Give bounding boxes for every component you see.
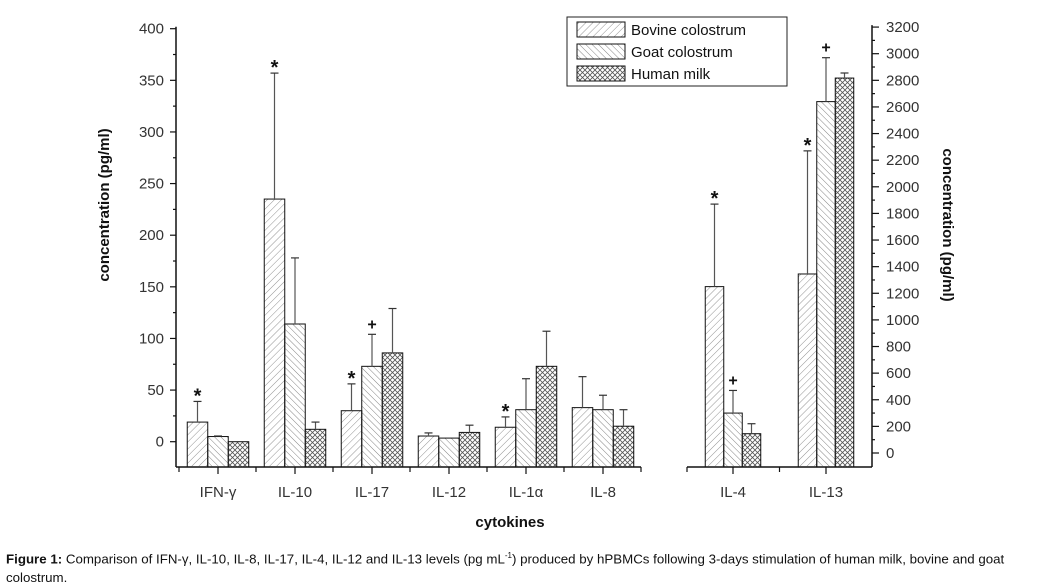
bar-goat-colostrum (723, 412, 743, 468)
right-y-tick-label: 3000 (886, 46, 919, 63)
caption-sup: -1 (504, 551, 512, 560)
category-label: IL-1α (509, 484, 544, 501)
right-y-tick-label: 600 (886, 365, 911, 382)
bar-bovine-colostrum (340, 410, 363, 468)
significance-asterisk: * (271, 57, 279, 79)
caption-label: Figure 1: (6, 551, 63, 567)
right-y-tick-label: 2400 (886, 126, 919, 143)
figure-caption: Figure 1: Comparison of IFN-γ, IL-10, IL… (6, 546, 1051, 587)
significance-asterisk: * (502, 401, 510, 423)
cytokine-bar-chart: 0 50 100 150 200 250 300 350 400 0 200 400 600 800 100… (96, 16, 956, 531)
bar-bovine-colostrum (797, 273, 818, 468)
bar-human-milk (612, 425, 635, 468)
left-y-tick-label: 50 (147, 382, 164, 399)
right-y-tick-label: 200 (886, 418, 911, 435)
significance-asterisk: * (711, 188, 719, 210)
left-y-tick-label: 200 (139, 227, 164, 244)
legend-swatch (576, 21, 626, 38)
right-y-tick-label: 2600 (886, 99, 919, 116)
right-y-tick-label: 0 (886, 445, 894, 462)
bar-goat-colostrum (515, 409, 537, 468)
left-y-tick-label: 400 (139, 21, 164, 38)
legend-label: Human milk (631, 66, 711, 83)
bar-goat-colostrum (592, 409, 614, 468)
right-y-axis-title: concentration (pg/ml) (939, 148, 956, 301)
right-y-tick-label: 1200 (886, 285, 919, 302)
right-y-tick-label: 1400 (886, 259, 919, 276)
right-y-tick-label: 3200 (886, 19, 919, 36)
right-y-tick-label: 1000 (886, 312, 919, 329)
bar-bovine-colostrum (263, 198, 286, 468)
significance-asterisk: * (348, 368, 356, 390)
bar-bovine-colostrum (186, 421, 209, 468)
bar-human-milk (834, 77, 855, 468)
significance-asterisk: * (194, 385, 202, 407)
bar-human-milk (227, 441, 250, 468)
left-y-tick-label: 150 (139, 279, 164, 296)
bar-human-milk (741, 433, 762, 468)
bar-goat-colostrum (816, 101, 836, 468)
right-y-tick-label: 2000 (886, 179, 919, 196)
caption-text-2: ) produced by hPBMCs following 3-days st… (6, 551, 1005, 586)
category-label: IL-8 (590, 484, 616, 501)
legend: Bovine colostrum Goat colostrum Human milk (566, 16, 788, 87)
category-label: IL-10 (278, 484, 312, 501)
category-label: IL-12 (432, 484, 466, 501)
caption-text: Comparison of IFN-γ, IL-10, IL-8, IL-17,… (62, 551, 505, 567)
bar-human-milk (535, 365, 558, 468)
right-y-tick-label: 400 (886, 392, 911, 409)
left-y-tick-label: 0 (156, 434, 164, 451)
left-y-tick-label: 300 (139, 124, 164, 141)
right-y-tick-label: 1600 (886, 232, 919, 249)
bar-bovine-colostrum (494, 426, 517, 468)
significance-asterisk: * (804, 135, 812, 157)
bar-human-milk (304, 428, 327, 468)
legend-swatch (576, 43, 626, 60)
legend-label: Bovine colostrum (631, 22, 746, 39)
right-y-tick-label: 2200 (886, 152, 919, 169)
legend-swatch (576, 65, 626, 82)
left-y-axis-title: concentration (pg/ml) (96, 128, 113, 281)
bar-goat-colostrum (361, 365, 383, 468)
bar-bovine-colostrum (417, 435, 440, 468)
category-label: IFN-γ (200, 484, 237, 501)
left-y-tick-label: 100 (139, 330, 164, 347)
bar-goat-colostrum (438, 437, 460, 468)
significance-plus: + (821, 40, 830, 57)
bar-goat-colostrum (284, 323, 306, 468)
right-y-tick-label: 800 (886, 339, 911, 356)
bar-human-milk (381, 352, 404, 468)
significance-plus: + (367, 316, 376, 333)
left-y-tick-label: 250 (139, 176, 164, 193)
bar-human-milk (458, 431, 481, 468)
legend-label: Goat colostrum (631, 44, 733, 61)
right-y-tick-label: 1800 (886, 205, 919, 222)
x-axis-title: cytokines (475, 514, 544, 531)
category-label: IL-13 (809, 484, 843, 501)
category-label: IL-17 (355, 484, 389, 501)
bar-goat-colostrum (207, 436, 229, 468)
bar-bovine-colostrum (571, 407, 594, 468)
significance-plus: + (728, 372, 737, 389)
bar-bovine-colostrum (704, 286, 725, 468)
left-y-tick-label: 350 (139, 72, 164, 89)
category-label: IL-4 (720, 484, 746, 501)
right-y-tick-label: 2800 (886, 72, 919, 89)
